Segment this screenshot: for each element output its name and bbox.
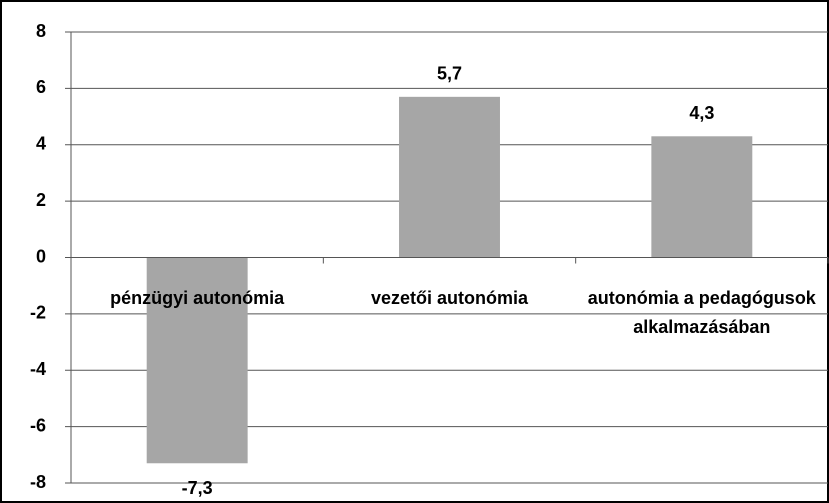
x-tick-label: autonómia a pedagógusok alkalmazásában — [587, 287, 816, 337]
x-tick-label: vezetői autonómia — [370, 287, 528, 308]
data-label: -7,3 — [182, 478, 213, 498]
data-label: 5,7 — [437, 64, 462, 84]
x-tick-label-box: autonómia a pedagógusok alkalmazásában — [587, 287, 816, 337]
x-tick-label: pénzügyi autonómia — [110, 287, 285, 308]
y-tick-label: -8 — [30, 472, 46, 492]
y-tick-label: 2 — [36, 190, 46, 210]
y-tick-label: 8 — [36, 21, 46, 41]
data-label: 4,3 — [689, 103, 714, 123]
bar — [399, 96, 500, 258]
x-tick-label-box: pénzügyi autonómia — [110, 287, 285, 308]
bar — [146, 257, 248, 464]
y-tick-label: -6 — [30, 415, 46, 435]
y-tick-label: 4 — [36, 134, 46, 154]
y-tick-label: 6 — [36, 77, 46, 97]
y-tick-label: 0 — [36, 246, 46, 266]
y-tick-label: -4 — [30, 359, 46, 379]
y-tick-label: -2 — [30, 303, 46, 323]
x-tick-label-box: vezetői autonómia — [370, 287, 528, 308]
bar — [651, 136, 753, 258]
